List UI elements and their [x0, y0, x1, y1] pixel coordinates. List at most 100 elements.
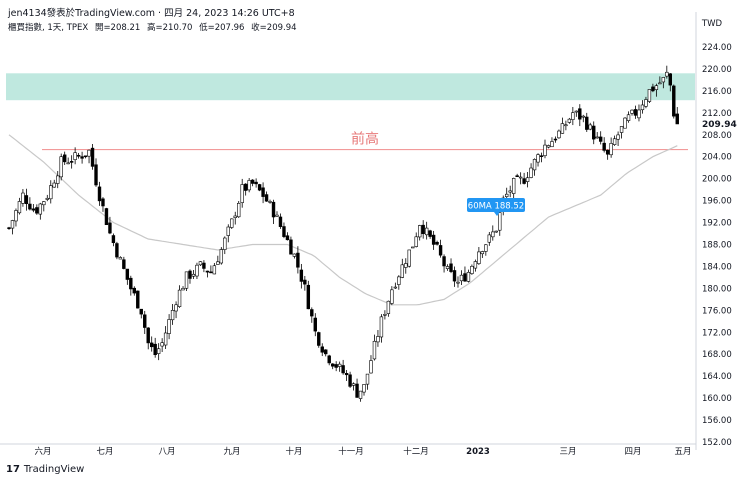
candle-body	[522, 178, 526, 184]
x-tick-label: 十一月	[338, 446, 364, 457]
candle-body	[560, 123, 565, 134]
candle-body	[320, 346, 324, 353]
candle-body	[421, 224, 425, 235]
candle-body	[529, 167, 533, 178]
candle-body	[240, 184, 244, 203]
last-price-label: 209.94	[702, 120, 737, 130]
candle-body	[216, 261, 220, 265]
candle-body	[442, 256, 446, 267]
candle-body	[42, 201, 46, 206]
candle-body	[578, 108, 582, 120]
candle-body	[83, 155, 88, 158]
candle-body	[487, 234, 492, 243]
y-tick-label: 220.00	[702, 65, 732, 75]
candle-body	[473, 261, 478, 269]
candle-body	[122, 259, 126, 269]
candle-body	[62, 154, 67, 163]
candle-body	[647, 89, 652, 102]
x-tick-label: 三月	[559, 447, 576, 457]
candle-body	[69, 161, 74, 163]
candle-body	[609, 143, 613, 156]
candle-body	[466, 271, 471, 282]
candle-body	[630, 109, 634, 114]
candle-body	[546, 145, 551, 148]
y-tick-label: 216.00	[702, 87, 732, 97]
candle-body	[275, 214, 279, 217]
candle-body	[271, 201, 276, 218]
candle-body	[428, 230, 432, 237]
candle-body	[310, 309, 314, 317]
candle-body	[564, 124, 568, 127]
ma-label-pointer	[494, 211, 500, 216]
y-tick-label: 224.00	[702, 43, 732, 53]
candle-body	[139, 308, 143, 315]
candle-body	[518, 176, 523, 179]
candle-body	[654, 85, 659, 90]
header-ohlc: 櫃買指數, 1天, TPEX 開=208.21 高=210.70 低=207.9…	[8, 21, 301, 33]
y-tick-label: 196.00	[702, 197, 732, 207]
x-tick-label: 十二月	[403, 446, 429, 457]
candle-body	[184, 271, 189, 289]
candle-body	[379, 316, 384, 338]
candle-body	[424, 227, 429, 236]
publisher-text: jen4134發表於TradingView.com	[8, 8, 156, 19]
candle-body	[355, 383, 359, 398]
candle-body	[550, 141, 554, 148]
tradingview-footer: 17 TradingView	[6, 464, 84, 475]
candle-body	[672, 85, 676, 117]
candle-body	[160, 342, 164, 347]
candle-body	[362, 384, 366, 393]
candle-body	[205, 270, 210, 273]
candle-body	[111, 235, 116, 244]
candle-body	[553, 138, 558, 141]
candle-body	[665, 71, 669, 77]
candle-body	[404, 263, 408, 268]
candle-body	[264, 194, 269, 202]
x-tick-label: 六月	[34, 446, 51, 457]
candle-body	[595, 136, 599, 139]
candle-body	[66, 162, 70, 165]
candle-body	[7, 227, 11, 229]
resistance-zone	[6, 73, 695, 101]
candle-body	[598, 136, 603, 142]
candle-body	[344, 373, 349, 376]
x-tick-label: 八月	[158, 447, 175, 457]
candle-body	[97, 186, 102, 202]
ma-label-text: 60MA 188.52	[468, 201, 524, 211]
candle-body	[539, 155, 544, 157]
candle-body	[306, 284, 311, 310]
candle-body	[87, 149, 91, 157]
candle-body	[317, 332, 321, 346]
y-tick-label: 200.00	[702, 175, 732, 185]
candle-body	[602, 142, 606, 151]
candle-body	[619, 126, 624, 133]
candle-body	[411, 246, 415, 249]
candle-body	[452, 270, 457, 282]
candle-body	[132, 287, 136, 294]
candle-body	[181, 288, 185, 291]
candle-body	[14, 210, 18, 222]
candle-body	[508, 190, 512, 193]
candle-body	[369, 360, 373, 374]
candle-body	[237, 202, 241, 218]
candle-body	[480, 251, 485, 255]
candle-body	[299, 269, 304, 282]
candle-body	[445, 266, 450, 269]
tradingview-logo-text: TradingView	[23, 464, 85, 475]
candle-body	[282, 226, 286, 237]
candle-body	[536, 154, 540, 163]
candle-body	[372, 340, 377, 360]
candle-body	[543, 144, 547, 157]
candle-body	[156, 348, 161, 354]
y-tick-label: 152.00	[702, 438, 732, 448]
candle-body	[296, 252, 300, 268]
y-tick-label: 168.00	[702, 350, 732, 360]
candle-body	[491, 231, 495, 238]
candle-body	[257, 184, 262, 191]
candle-body	[626, 114, 631, 121]
candle-body	[358, 390, 363, 399]
candle-body	[612, 138, 617, 145]
candle-body	[136, 290, 140, 309]
candle-body	[383, 314, 387, 316]
